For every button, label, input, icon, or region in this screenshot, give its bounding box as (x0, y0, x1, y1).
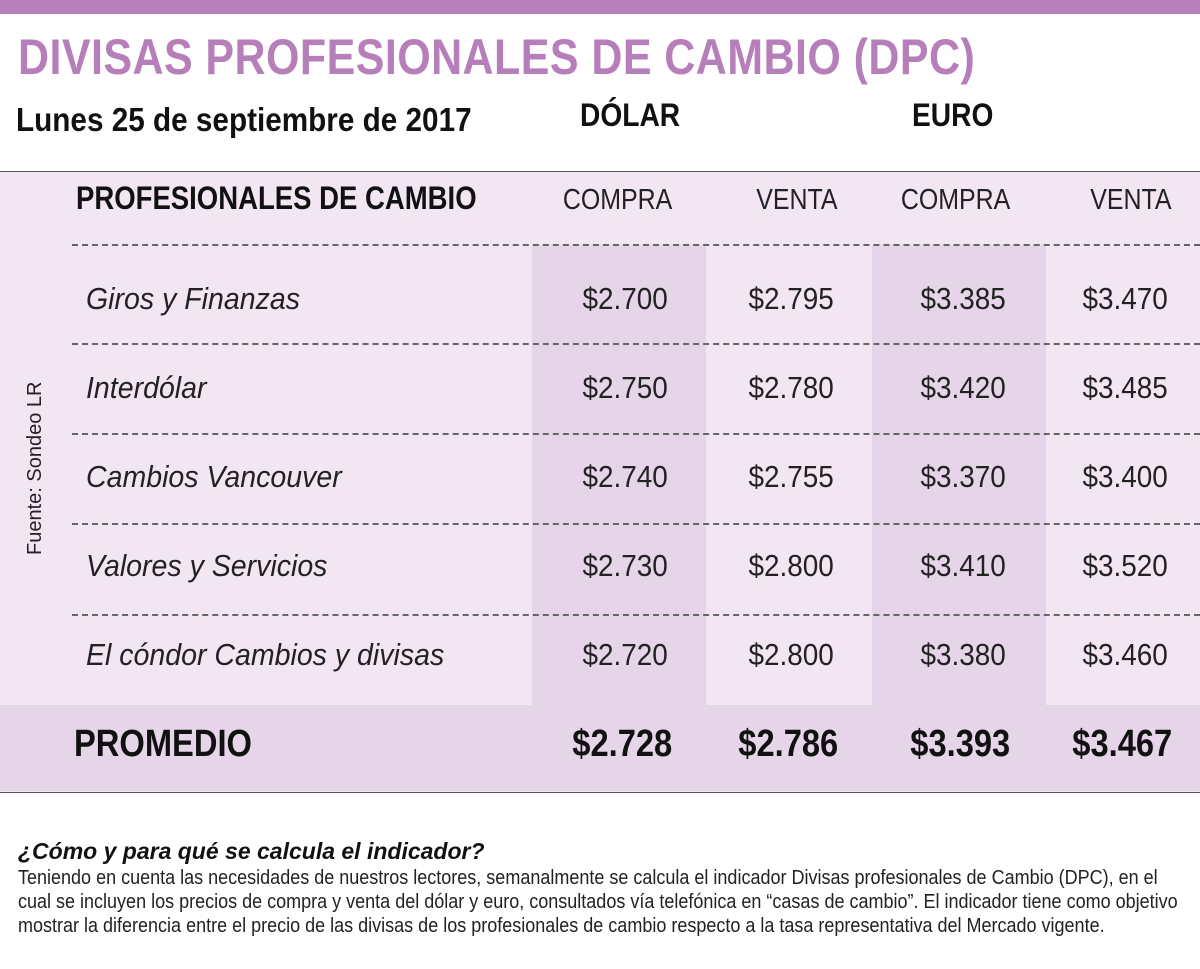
cell-euro-venta: $3.470 (1082, 281, 1168, 316)
table-row: Giros y Finanzas $2.700 $2.795 $3.385 $3… (0, 255, 1200, 344)
euro-compra-column-band (872, 245, 1046, 705)
cell-dolar-compra: $2.700 (582, 281, 668, 316)
row-name: El cóndor Cambios y divisas (86, 637, 445, 672)
cell-euro-venta: $3.520 (1082, 548, 1168, 583)
average-label: PROMEDIO (74, 723, 252, 765)
row-name: Interdólar (86, 370, 207, 405)
currency-euro-heading: EURO (912, 97, 994, 133)
cell-dolar-compra: $2.730 (582, 548, 668, 583)
cell-euro-venta: $3.400 (1082, 459, 1168, 494)
date-label: Lunes 25 de septiembre de 2017 (16, 101, 472, 138)
note-text: Teniendo en cuenta las necesidades de nu… (18, 867, 1178, 937)
note-question: ¿Cómo y para qué se calcula el indicador… (18, 838, 485, 864)
header-dolar-venta: VENTA (756, 184, 838, 216)
dolar-compra-column-band (532, 245, 706, 705)
row-name: Valores y Servicios (86, 548, 328, 583)
cell-euro-compra: $3.420 (920, 370, 1006, 405)
average-dolar-compra: $2.728 (572, 723, 672, 765)
cell-dolar-venta: $2.780 (748, 370, 834, 405)
row-name: Cambios Vancouver (86, 459, 342, 494)
cell-euro-compra: $3.385 (920, 281, 1006, 316)
cell-dolar-compra: $2.750 (582, 370, 668, 405)
table-row: Interdólar $2.750 $2.780 $3.420 $3.485 (0, 344, 1200, 433)
table-row: El cóndor Cambios y divisas $2.720 $2.80… (0, 611, 1200, 700)
header-euro-compra: COMPRA (900, 184, 1010, 216)
cell-dolar-compra: $2.720 (582, 637, 668, 672)
cell-dolar-venta: $2.755 (748, 459, 834, 494)
table-row: Valores y Servicios $2.730 $2.800 $3.410… (0, 522, 1200, 611)
average-euro-venta: $3.467 (1072, 723, 1172, 765)
cell-euro-venta: $3.460 (1082, 637, 1168, 672)
row-divider (72, 523, 1200, 525)
cell-dolar-venta: $2.795 (748, 281, 834, 316)
cell-euro-compra: $3.410 (920, 548, 1006, 583)
header-profesionales: PROFESIONALES DE CAMBIO (76, 180, 477, 216)
cell-euro-compra: $3.380 (920, 637, 1006, 672)
cell-dolar-venta: $2.800 (748, 637, 834, 672)
currency-dolar-heading: DÓLAR (580, 97, 681, 133)
average-euro-compra: $3.393 (910, 723, 1010, 765)
average-dolar-venta: $2.786 (738, 723, 838, 765)
row-name: Giros y Finanzas (86, 281, 300, 316)
top-accent-bar (0, 0, 1200, 14)
header-dolar-compra: COMPRA (562, 184, 672, 216)
cell-dolar-compra: $2.740 (582, 459, 668, 494)
row-divider (72, 433, 1200, 435)
row-divider (72, 343, 1200, 345)
cell-euro-compra: $3.370 (920, 459, 1006, 494)
table-header-row: PROFESIONALES DE CAMBIO COMPRA VENTA COM… (0, 180, 1200, 224)
cell-dolar-venta: $2.800 (748, 548, 834, 583)
header-euro-venta: VENTA (1090, 184, 1172, 216)
table-row: Cambios Vancouver $2.740 $2.755 $3.370 $… (0, 433, 1200, 522)
row-divider (72, 244, 1200, 246)
row-divider (72, 614, 1200, 616)
average-row (0, 705, 1200, 791)
cell-euro-venta: $3.485 (1082, 370, 1168, 405)
page-title: DIVISAS PROFESIONALES DE CAMBIO (DPC) (18, 29, 976, 85)
